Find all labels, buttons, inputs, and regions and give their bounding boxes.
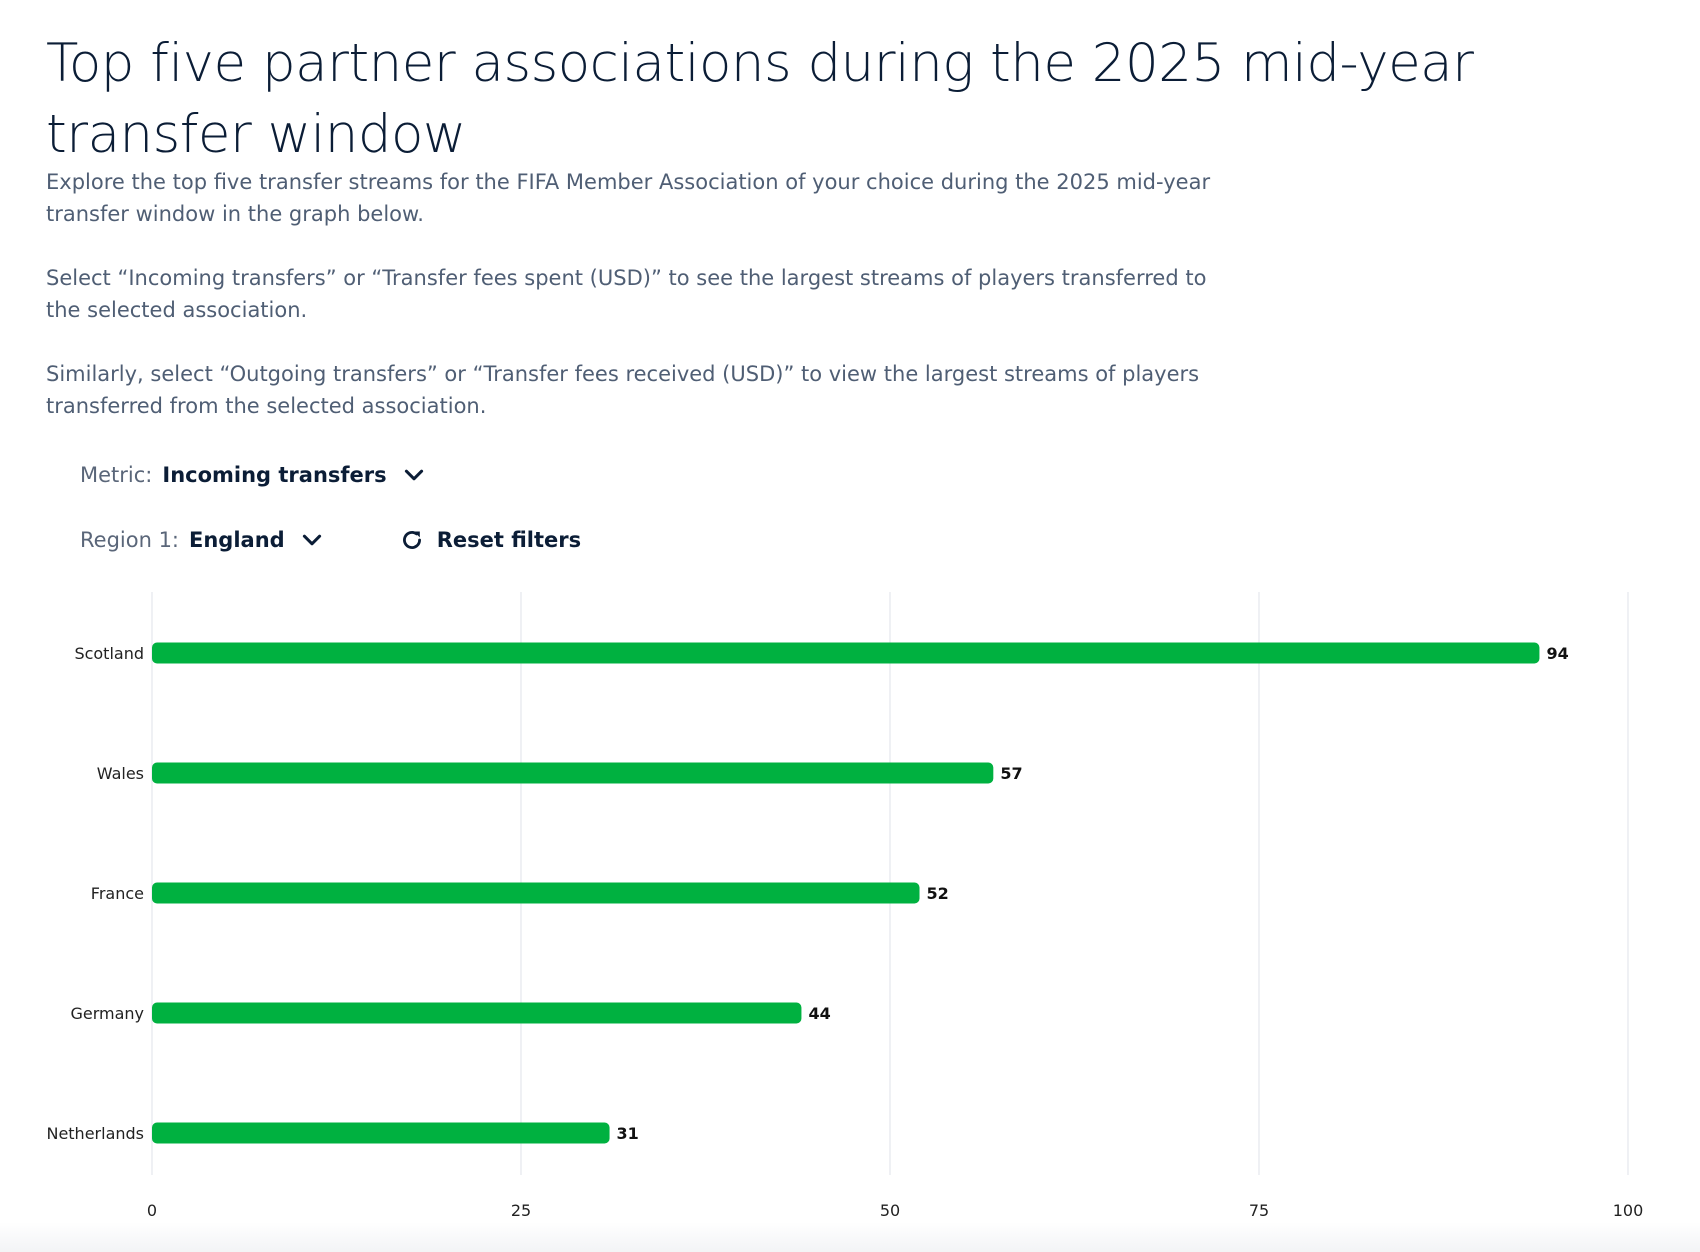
reset-filters-button[interactable]: Reset filters (399, 527, 581, 553)
region-filter: Region 1: England Reset filters (80, 527, 581, 553)
bar (152, 642, 1540, 664)
region-label: Region 1: (80, 528, 180, 552)
category-label: France (91, 884, 144, 903)
data-label: 94 (1546, 644, 1568, 663)
x-tick-label: 100 (1613, 1201, 1644, 1220)
data-label: 57 (1000, 764, 1022, 783)
chevron-down-icon[interactable] (401, 462, 427, 488)
x-tick-label: 50 (880, 1201, 900, 1220)
x-tick-label: 75 (1249, 1201, 1269, 1220)
x-tick-label: 25 (511, 1201, 531, 1220)
data-label: 52 (927, 884, 949, 903)
intro-text: Explore the top five transfer streams fo… (46, 166, 1246, 454)
data-label: 44 (808, 1004, 830, 1023)
category-label: Netherlands (46, 1124, 144, 1143)
chevron-down-icon[interactable] (299, 527, 325, 553)
bottom-fade (0, 1222, 1700, 1252)
category-label: Wales (97, 764, 144, 783)
x-tick-label: 0 (147, 1201, 157, 1220)
category-label: Germany (70, 1004, 144, 1023)
intro-paragraph-3: Similarly, select “Outgoing transfers” o… (46, 362, 1200, 418)
page-title: Top five partner associations during the… (46, 33, 1474, 165)
intro-paragraph-2: Select “Incoming transfers” or “Transfer… (46, 266, 1207, 322)
bar (152, 1002, 802, 1024)
metric-label: Metric: (80, 463, 153, 487)
data-label: 31 (617, 1124, 639, 1143)
metric-filter[interactable]: Metric: Incoming transfers (80, 462, 427, 488)
bar (152, 1122, 610, 1144)
bar (152, 762, 994, 784)
metric-value[interactable]: Incoming transfers (162, 463, 387, 487)
bar (152, 882, 920, 904)
refresh-icon (399, 527, 425, 553)
category-label: Scotland (74, 644, 144, 663)
region-value[interactable]: England (189, 528, 285, 552)
bar-chart: 0 25 50 75 100 Scotland 94 Wales 57 France 52 Germa… (46, 592, 1644, 1220)
reset-filters-label: Reset filters (436, 528, 582, 552)
intro-paragraph-1: Explore the top five transfer streams fo… (46, 170, 1211, 226)
